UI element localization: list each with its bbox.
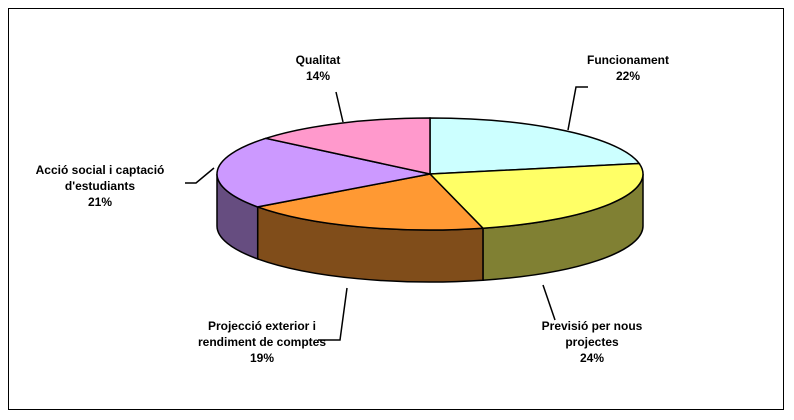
- value-label: 21%: [87, 195, 113, 209]
- slice-label: Qualitat 14%: [278, 52, 358, 84]
- slice: [429, 117, 641, 175]
- value-label: 14%: [305, 69, 331, 83]
- chart-frame: [8, 8, 784, 410]
- category-label: Qualitat: [295, 53, 341, 67]
- slice: [262, 117, 431, 175]
- leader-line: [542, 284, 556, 321]
- slice: [428, 162, 644, 230]
- value-label: 19%: [249, 351, 275, 365]
- slice: [216, 137, 431, 208]
- category-label: Funcionament: [586, 53, 669, 67]
- leader-line: [567, 86, 588, 131]
- slice-label: Funcionament 22%: [568, 52, 688, 84]
- slice-label: Previsió per nous projectes 24%: [537, 318, 647, 366]
- leader-line: [335, 91, 344, 123]
- category-label: Acció social i captació d'estudiants: [35, 163, 165, 193]
- slice-label: Projecció exterior i rendiment de compte…: [182, 318, 342, 366]
- slice: [254, 173, 485, 231]
- category-label: Previsió per nous projectes: [541, 319, 643, 349]
- value-label: 24%: [579, 351, 605, 365]
- leader-line: [318, 287, 348, 341]
- leader-line: [185, 167, 215, 184]
- value-label: 22%: [615, 69, 641, 83]
- slice-label: Acció social i captació d'estudiants 21%: [20, 162, 180, 210]
- category-label: Projecció exterior i rendiment de compte…: [197, 319, 327, 349]
